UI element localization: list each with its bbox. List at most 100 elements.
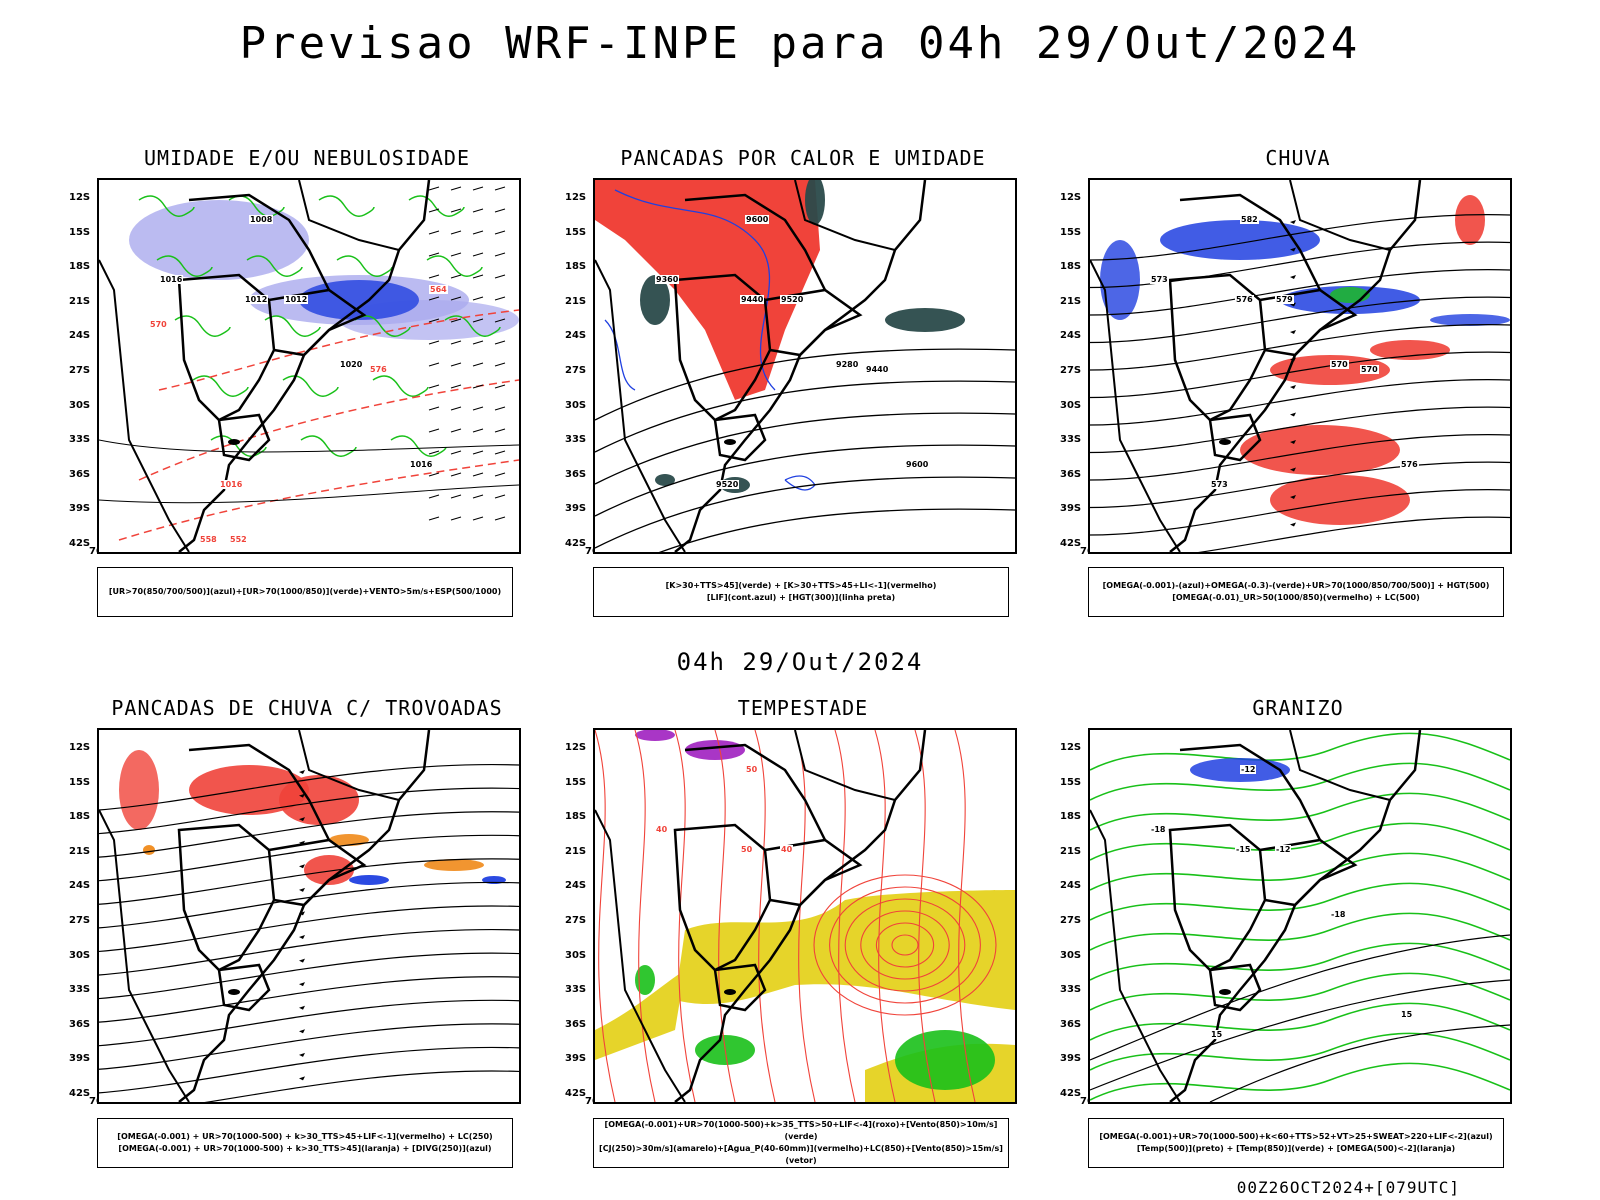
lat-tick-label: 27S: [1060, 915, 1082, 926]
forecast-map: 50 40 50 40: [593, 728, 1017, 1104]
lat-tick-label: 12S: [1060, 742, 1082, 753]
contour-label: 9520: [715, 480, 740, 489]
lat-tick-label: 18S: [1060, 261, 1082, 273]
contour-label: 15: [1400, 1010, 1414, 1019]
lat-tick-label: 27S: [565, 365, 587, 376]
legend-line: [OMEGA(-0.01)_UR>50(1000/850)(vermelho) …: [1172, 593, 1420, 602]
lat-tick-label: 36S: [565, 468, 587, 480]
contour-label: -18: [1150, 825, 1167, 834]
lat-tick-label: 24S: [69, 330, 91, 342]
lat-tick-label: 21S: [1060, 295, 1082, 307]
lat-tick-label: 30S: [69, 949, 91, 961]
lat-tick-label: 42S: [565, 1088, 587, 1099]
forecast-map: [97, 728, 521, 1104]
contour-label: 570: [1330, 360, 1349, 369]
lat-tick-label: 42S: [69, 1088, 91, 1099]
lat-tick-label: 15S: [69, 776, 91, 788]
run-footer: 00Z26OCT2024+[079UTC]: [1236, 1178, 1460, 1197]
lat-tick-label: 30S: [69, 399, 91, 411]
lat-tick-label: 36S: [69, 468, 91, 480]
lat-tick-label: 18S: [565, 811, 587, 823]
lat-tick-label: 33S: [565, 984, 587, 996]
contour-label: 570: [149, 320, 168, 329]
contour-label: 9280: [835, 360, 860, 369]
contour-label: 576: [1235, 295, 1254, 304]
contour-label: 40: [780, 845, 794, 854]
lat-tick-label: 27S: [69, 915, 91, 926]
contour-label: 9600: [905, 460, 930, 469]
contour-label: -12: [1240, 765, 1257, 774]
panel-title: GRANIZO: [1252, 696, 1344, 720]
lat-tick-label: 33S: [1060, 434, 1082, 446]
contour-label: 552: [229, 535, 248, 544]
contour-label: 1016: [219, 480, 244, 489]
panel-legend: [OMEGA(-0.001)+UR>70(1000-500)+k<60+TTS>…: [1088, 1118, 1504, 1168]
contour-label: 1016: [409, 460, 434, 469]
lat-tick-label: 30S: [565, 399, 587, 411]
lat-tick-label: 15S: [565, 776, 587, 788]
contour-label: 1012: [284, 295, 309, 304]
lat-tick-label: 42S: [565, 538, 587, 549]
lat-tick-label: 21S: [1060, 845, 1082, 857]
panel-title: CHUVA: [1265, 146, 1331, 170]
contour-label: 564: [429, 285, 448, 294]
legend-line: [OMEGA(-0.001)+UR>70(1000-500)+k>35_TTS>…: [604, 1120, 998, 1141]
lat-tick-label: 33S: [69, 434, 91, 446]
panel-title: PANCADAS DE CHUVA C/ TROVOADAS: [111, 696, 503, 720]
legend-line: [OMEGA(-0.001) + UR>70(1000-500) + k>30_…: [118, 1144, 492, 1153]
contour-label: 9520: [780, 295, 805, 304]
lat-tick-label: 36S: [565, 1018, 587, 1030]
lat-tick-label: 30S: [1060, 949, 1082, 961]
panel-title: TEMPESTADE: [737, 696, 869, 720]
lat-tick-label: 33S: [69, 984, 91, 996]
lat-tick-label: 30S: [1060, 399, 1082, 411]
lat-tick-label: 42S: [1060, 1088, 1082, 1099]
legend-line: [Temp(500)](preto) + [Temp(850)](verde) …: [1136, 1144, 1456, 1153]
contour-label: 570: [1360, 365, 1379, 374]
lat-tick-label: 18S: [1060, 811, 1082, 823]
panel-legend: [OMEGA(-0.001)+UR>70(1000-500)+k>35_TTS>…: [593, 1118, 1009, 1168]
lat-tick-label: 15S: [1060, 226, 1082, 238]
contour-label: 9440: [865, 365, 890, 374]
contour-label: 1020: [339, 360, 364, 369]
panel-title: PANCADAS POR CALOR E UMIDADE: [620, 146, 986, 170]
mid-title: 04h 29/Out/2024: [676, 648, 924, 676]
lat-tick-label: 21S: [69, 845, 91, 857]
lat-tick-label: 24S: [1060, 330, 1082, 342]
lat-tick-label: 15S: [565, 226, 587, 238]
panel-legend: [OMEGA(-0.001)-(azul)+OMEGA(-0.3)-(verde…: [1088, 567, 1504, 617]
forecast-map: -12 -12 -15 -18 -18 15 15: [1088, 728, 1512, 1104]
contour-label: 1008: [249, 215, 274, 224]
lat-tick-label: 39S: [1060, 1053, 1082, 1065]
legend-line: [UR>70(850/700/500)](azul)+[UR>70(1000/8…: [108, 587, 502, 596]
lat-tick-label: 12S: [69, 742, 91, 753]
panel-legend: [OMEGA(-0.001) + UR>70(1000-500) + k>30_…: [97, 1118, 513, 1168]
forecast-map: 1008 1012 1012 1016 1020 1016 1016 576 570 564 558…: [97, 178, 521, 554]
legend-line: [OMEGA(-0.001)+UR>70(1000-500)+k<60+TTS>…: [1099, 1132, 1493, 1141]
legend-line: [OMEGA(-0.001)-(azul)+OMEGA(-0.3)-(verde…: [1102, 581, 1490, 590]
lat-tick-label: 12S: [1060, 192, 1082, 203]
lat-tick-label: 27S: [565, 915, 587, 926]
lat-tick-label: 30S: [565, 949, 587, 961]
lat-tick-label: 39S: [565, 503, 587, 515]
contour-label: 9360: [655, 275, 680, 284]
contour-label: 15: [1210, 1030, 1224, 1039]
lat-tick-label: 42S: [1060, 538, 1082, 549]
contour-label: 573: [1150, 275, 1169, 284]
legend-line: [CJ(250)>30m/s](amarelo)+[Agua_P(40-60mm…: [599, 1144, 1003, 1165]
legend-line: [OMEGA(-0.001) + UR>70(1000-500) + k>30_…: [117, 1132, 493, 1141]
contour-label: 1012: [244, 295, 269, 304]
legend-line: [LIF](cont.azul) + [HGT(300)](linha pret…: [706, 593, 896, 602]
lat-tick-label: 12S: [565, 192, 587, 203]
lat-tick-label: 21S: [565, 295, 587, 307]
lat-tick-label: 21S: [69, 295, 91, 307]
panel-title: UMIDADE E/OU NEBULOSIDADE: [143, 146, 471, 170]
lat-tick-label: 39S: [69, 1053, 91, 1065]
lat-tick-label: 18S: [565, 261, 587, 273]
lat-tick-label: 27S: [69, 365, 91, 376]
forecast-map: 9600 9520 9440 9360 9280 9600 9520 9440: [593, 178, 1017, 554]
lat-tick-label: 24S: [565, 330, 587, 342]
contour-label: -18: [1330, 910, 1347, 919]
contour-label: 40: [655, 825, 669, 834]
contour-label: 50: [740, 845, 754, 854]
